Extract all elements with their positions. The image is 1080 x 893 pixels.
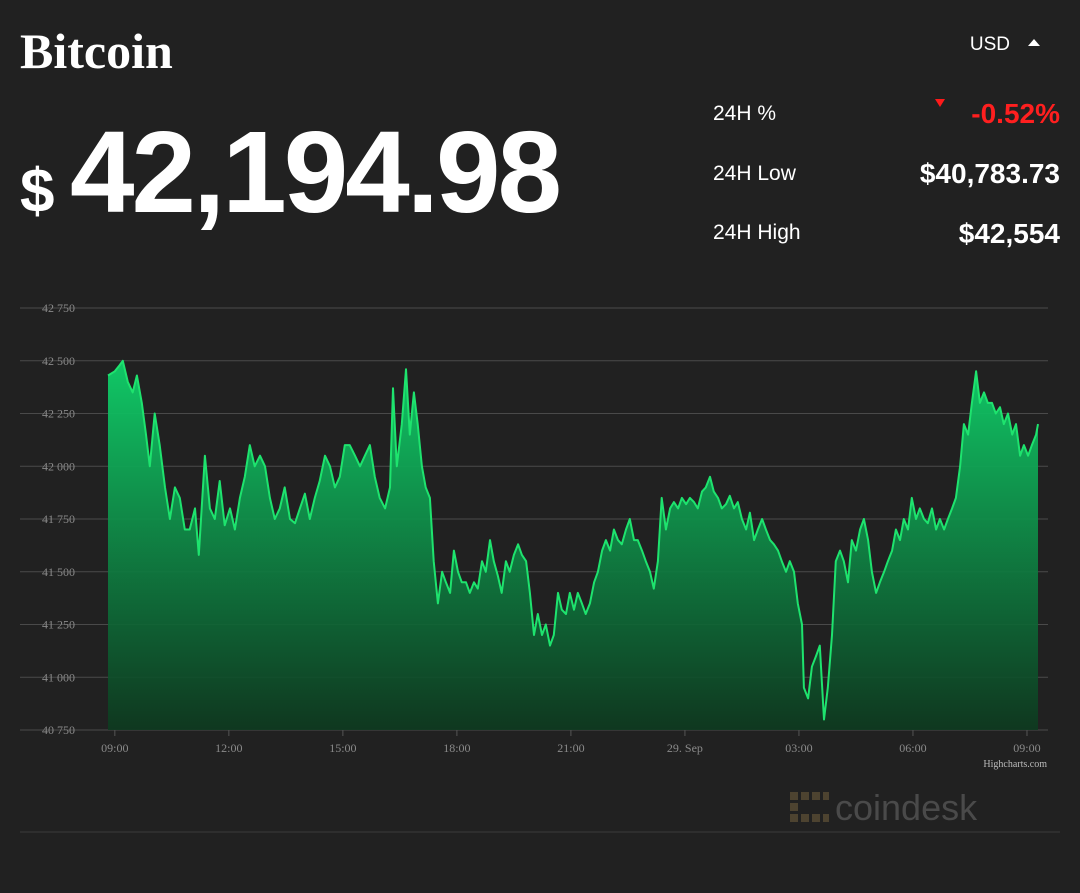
stat-value: $40,783.73 xyxy=(920,158,1060,189)
x-tick-label: 18:00 xyxy=(443,741,470,755)
currency-caret[interactable] xyxy=(1028,39,1040,46)
y-tick-label: 41 000 xyxy=(42,670,75,684)
y-tick-label: 42 000 xyxy=(42,459,75,473)
brand-logo xyxy=(790,792,829,822)
y-tick-label: 42 750 xyxy=(42,301,75,315)
x-tick-label: 09:00 xyxy=(1013,741,1040,755)
price-line xyxy=(107,359,1039,721)
x-tick-label: 29. Sep xyxy=(667,741,703,755)
stat-label: 24H Low xyxy=(713,162,797,185)
x-tick-label: 06:00 xyxy=(899,741,926,755)
y-tick-label: 42 250 xyxy=(42,407,75,421)
price-symbol: $ xyxy=(20,157,54,226)
y-tick-label: 40 750 xyxy=(42,723,75,737)
price: 42,194.98 xyxy=(70,107,559,237)
currency-selector[interactable]: USD xyxy=(970,34,1010,55)
y-tick-label: 41 500 xyxy=(42,565,75,579)
stat-value: $42,554 xyxy=(959,218,1061,249)
x-tick-label: 15:00 xyxy=(329,741,356,755)
brand-name: coindesk xyxy=(835,787,978,828)
y-tick-label: 41 750 xyxy=(42,512,75,526)
down-arrow xyxy=(935,99,945,107)
y-tick-label: 41 250 xyxy=(42,618,75,632)
area xyxy=(108,360,1038,730)
x-tick-label: 09:00 xyxy=(101,741,128,755)
x-tick-label: 03:00 xyxy=(785,741,812,755)
stat-label: 24H High xyxy=(713,221,801,244)
chart: 40 750 41 000 41 250 41 500 41 750 42 000 42 2… xyxy=(20,301,1048,755)
stat-label: 24H % xyxy=(713,102,776,125)
title: Bitcoin xyxy=(20,23,173,79)
x-tick-label: 21:00 xyxy=(557,741,584,755)
x-tick-label: 12:00 xyxy=(215,741,242,755)
y-tick-label: 42 500 xyxy=(42,354,75,368)
stat-value: -0.52% xyxy=(971,98,1060,129)
chart-credit[interactable]: Highcharts.com xyxy=(983,759,1047,770)
